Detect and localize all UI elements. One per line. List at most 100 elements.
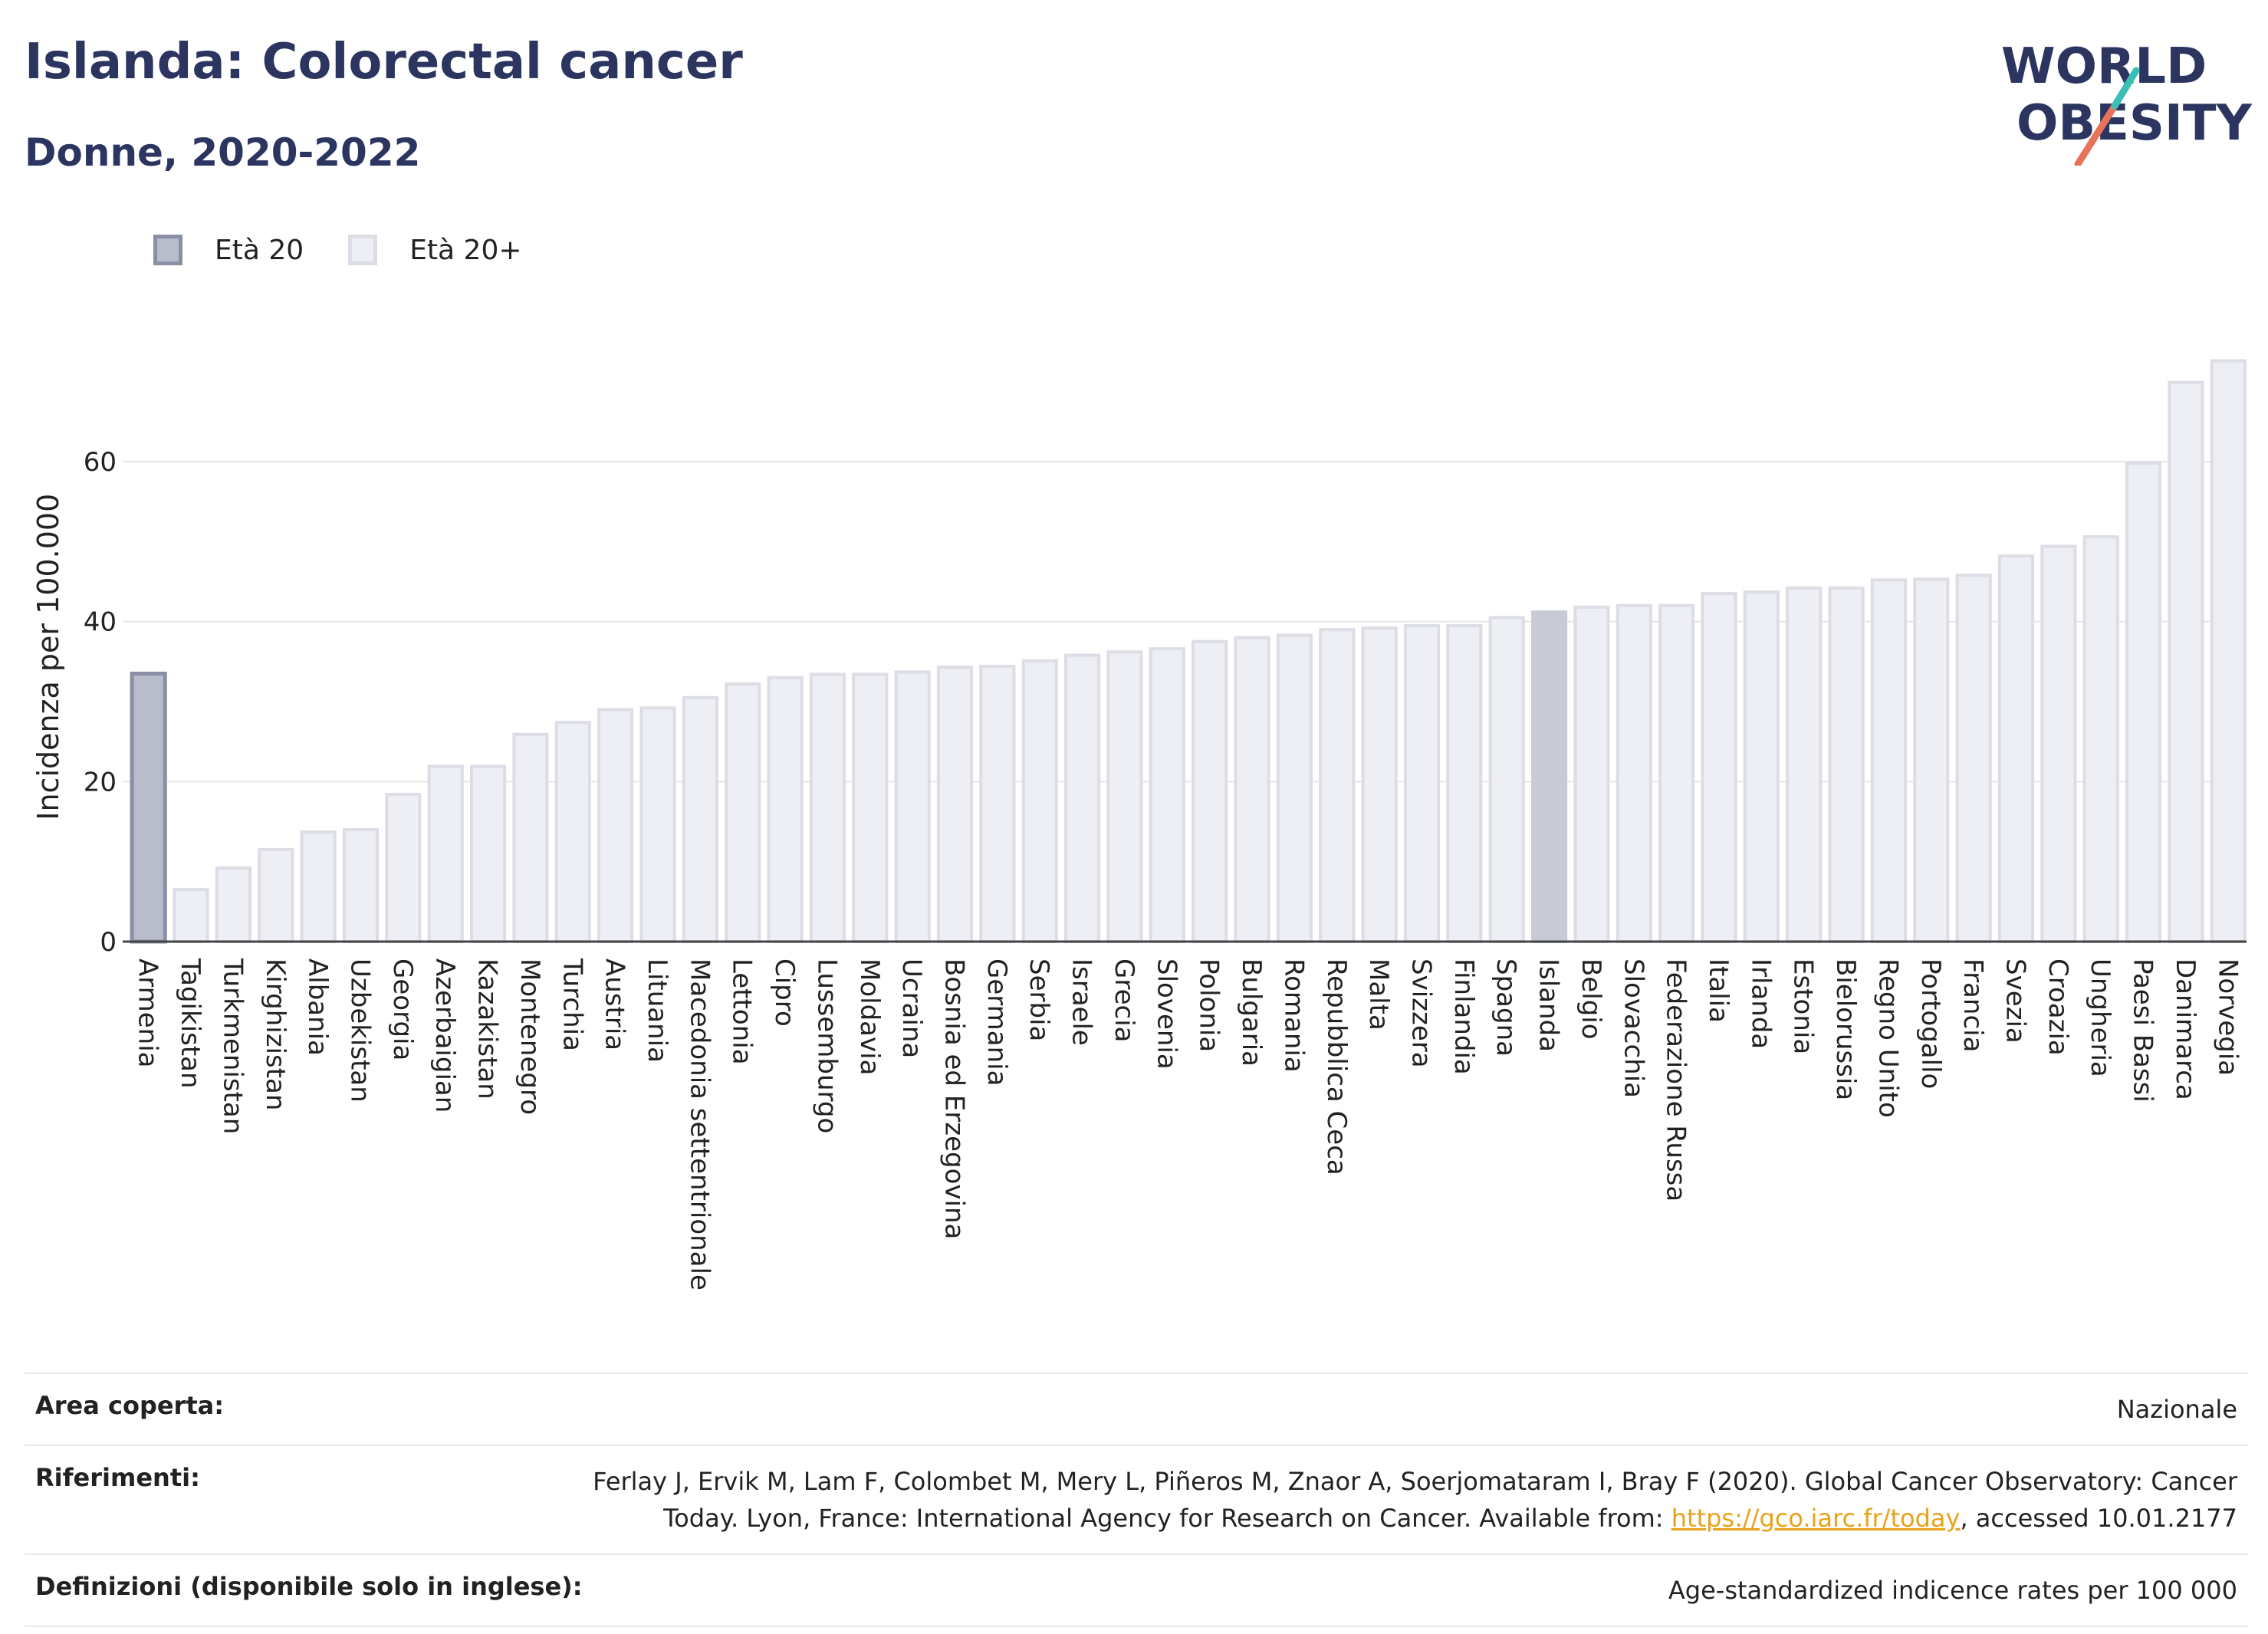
bar-bosnia-ed-erzegovina[interactable]: [936, 666, 974, 943]
bar-moldavia[interactable]: [852, 672, 889, 943]
bar-lussemburgo[interactable]: [809, 672, 846, 943]
bar-serbia[interactable]: [1021, 659, 1058, 943]
bar-montenegro[interactable]: [512, 732, 549, 943]
x-tick-label: Islanda: [1533, 958, 1564, 1052]
x-tick-label: Austria: [600, 958, 630, 1050]
legend-item-age20plus[interactable]: Età 20+: [348, 234, 522, 266]
x-tick-label: Ungheria: [2085, 958, 2115, 1077]
x-tick-label: Irlanda: [1745, 958, 1776, 1049]
bar-turkmenistan[interactable]: [215, 866, 251, 943]
bar-malta[interactable]: [1361, 626, 1398, 943]
x-tick-label: Lussemburgo: [811, 958, 842, 1133]
x-tick-label: Kazakistan: [472, 958, 503, 1100]
footer-row-references: Riferimenti: Ferlay J, Ervik M, Lam F, C…: [25, 1445, 2248, 1553]
bar-polonia[interactable]: [1192, 639, 1228, 943]
footer-value-references: Ferlay J, Ervik M, Lam F, Colombet M, Me…: [551, 1463, 2237, 1537]
x-tick-label: Estonia: [1788, 958, 1819, 1054]
bar-islanda[interactable]: [1530, 610, 1568, 943]
reference-link[interactable]: https://gco.iarc.fr/today: [1671, 1504, 1961, 1533]
x-tick-label: Federazione Russa: [1661, 958, 1691, 1202]
bar-danimarca[interactable]: [2168, 380, 2204, 943]
x-tick-label: Georgia: [387, 958, 418, 1060]
bar-slovenia[interactable]: [1149, 647, 1185, 943]
bar-estonia[interactable]: [1786, 586, 1823, 943]
bar-uzbekistan[interactable]: [342, 827, 380, 944]
footer-info: Area coperta: Nazionale Riferimenti: Fer…: [25, 1373, 2248, 1627]
bar-svizzera[interactable]: [1403, 623, 1441, 944]
bar-paesi-bassi[interactable]: [2125, 462, 2162, 943]
x-tick-label: Croazia: [2043, 958, 2073, 1056]
bar-israele[interactable]: [1064, 653, 1101, 944]
x-tick-label: Belgio: [1576, 958, 1606, 1040]
x-tick-label: Azerbaigian: [429, 958, 460, 1113]
logo-line2: OBESITY: [2017, 95, 2252, 152]
bar-belgio[interactable]: [1573, 605, 1610, 943]
bar-tagikistan[interactable]: [173, 888, 209, 944]
bar-slovacchia[interactable]: [1616, 603, 1652, 943]
chart-subtitle: Donne, 2020-2022: [25, 130, 421, 175]
y-tick-label: 40: [84, 607, 117, 638]
x-tick-label: Romania: [1278, 958, 1309, 1073]
x-tick-label: Grecia: [1109, 958, 1139, 1042]
x-tick-label: Slovenia: [1151, 958, 1182, 1070]
y-axis-ticks: 0 20 40 60: [84, 447, 117, 958]
bar-portogallo[interactable]: [1913, 577, 1950, 943]
x-tick-label: Turkmenistan: [217, 958, 248, 1134]
x-tick-label: Slovacchia: [1618, 958, 1648, 1098]
footer-label-references: Riferimenti:: [35, 1463, 200, 1492]
bar-macedonia-settentrionale[interactable]: [682, 695, 718, 943]
x-tick-label: Lituania: [642, 958, 672, 1063]
bar-spagna[interactable]: [1488, 616, 1525, 943]
chart-title: Islanda: Colorectal cancer: [25, 34, 743, 90]
x-tick-label: Turchia: [557, 958, 587, 1051]
bar-irlanda[interactable]: [1743, 590, 1780, 944]
bar-ungheria[interactable]: [2082, 535, 2119, 943]
bar-kazakistan[interactable]: [469, 764, 507, 944]
bar-armenia[interactable]: [130, 671, 167, 944]
bar-svezia[interactable]: [1997, 554, 2035, 943]
x-tick-label: Macedonia settentrionale: [684, 958, 715, 1290]
x-tick-label: Svizzera: [1405, 958, 1436, 1068]
x-tick-label: Portogallo: [1915, 958, 1946, 1089]
bar-italia[interactable]: [1701, 592, 1737, 944]
bar-francia[interactable]: [1955, 574, 1992, 943]
legend-label-age20plus: Età 20+: [409, 234, 522, 266]
logo-slash-coral: [2074, 102, 2118, 166]
legend-item-age20[interactable]: Età 20: [153, 235, 304, 266]
bar-kirghizistan[interactable]: [258, 848, 294, 944]
bar-lettonia[interactable]: [725, 682, 761, 944]
bar-turchia[interactable]: [554, 721, 591, 943]
x-tick-label: Repubblica Ceca: [1321, 958, 1352, 1175]
reference-accessed: , accessed 10.01.2177: [1960, 1504, 2237, 1533]
bar-lituania[interactable]: [639, 706, 676, 943]
bar-albania[interactable]: [300, 830, 337, 944]
x-tick-label: Bosnia ed Erzegovina: [939, 958, 970, 1239]
legend: Età 20 Età 20+: [153, 228, 567, 271]
bar-austria[interactable]: [597, 708, 634, 944]
x-tick-label: Italia: [1703, 958, 1734, 1023]
bar-cipro[interactable]: [767, 676, 804, 943]
bar-bulgaria[interactable]: [1234, 636, 1270, 943]
bar-ucraina[interactable]: [894, 670, 931, 943]
bar-grecia[interactable]: [1106, 650, 1143, 944]
legend-swatch-age20: [153, 235, 182, 265]
bar-norvegia[interactable]: [2210, 359, 2247, 944]
bar-romania[interactable]: [1276, 633, 1313, 943]
bar-georgia[interactable]: [385, 793, 422, 943]
bar-regno-unito[interactable]: [1870, 578, 1908, 943]
footer-value-definitions: Age-standardized indicence rates per 100…: [1668, 1576, 2237, 1605]
bar-croazia[interactable]: [2040, 544, 2077, 943]
x-tick-label: Serbia: [1024, 958, 1054, 1041]
bar-azerbaigian[interactable]: [427, 764, 464, 944]
x-tick-label: Polonia: [1194, 958, 1224, 1052]
bar-germania[interactable]: [979, 665, 1016, 943]
x-tick-label: Moldavia: [854, 958, 885, 1075]
x-tick-label: Montenegro: [514, 958, 545, 1115]
reference-text: Ferlay J, Ervik M, Lam F, Colombet M, Me…: [593, 1467, 2237, 1533]
bar-bielorussia[interactable]: [1828, 586, 1865, 943]
footer-label-area: Area coperta:: [35, 1391, 225, 1420]
bar-finlandia[interactable]: [1446, 623, 1483, 944]
bar-federazione-russa[interactable]: [1658, 603, 1695, 943]
bar-repubblica-ceca[interactable]: [1319, 628, 1356, 943]
x-axis-labels: Armenia Tagikistan Turkmenistan Kirghizista…: [133, 958, 2243, 1290]
